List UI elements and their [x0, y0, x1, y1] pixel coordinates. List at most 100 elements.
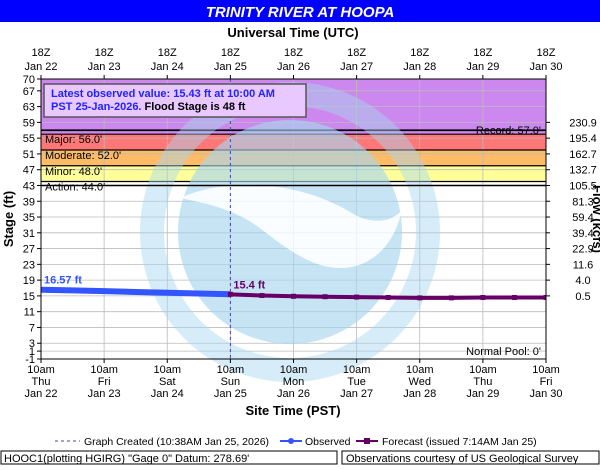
observed-point: [70, 288, 75, 293]
bottom-tick-day: Fri: [98, 376, 111, 388]
legend-graph-created: Graph Created (10:38AM Jan 25, 2026): [84, 436, 269, 448]
bottom-tick-time: 10am: [406, 364, 434, 376]
y-tick-label: 15: [23, 291, 35, 303]
footer-right-box: [341, 450, 600, 465]
footer-datum: HOOC1(plotting HGIRG) "Gage 0" Datum: 27…: [4, 453, 249, 465]
bottom-tick-day: Tue: [347, 376, 366, 388]
observed-point: [133, 290, 138, 294]
bottom-tick-time: 10am: [27, 364, 55, 376]
flow-tick-label: 81.3: [572, 196, 593, 208]
flood-label-action: Action: 44.0': [45, 182, 105, 194]
flood-label-major: Major: 56.0': [45, 134, 102, 146]
top-tick-hour: 18Z: [347, 47, 366, 59]
bottom-tick-time: 10am: [280, 364, 308, 376]
bottom-tick-time: 10am: [469, 364, 497, 376]
top-tick-hour: 18Z: [473, 47, 492, 59]
flow-tick-label: 162.7: [569, 149, 597, 161]
top-tick-hour: 18Z: [284, 47, 303, 59]
top-tick-date: Jan 26: [277, 61, 310, 73]
flood-label-moderate: Moderate: 52.0': [45, 150, 121, 162]
flow-tick-label: 0.5: [575, 291, 590, 303]
noaa-watermark: [140, 82, 440, 382]
bottom-tick-time: 10am: [532, 364, 560, 376]
bottom-tick-time: 10am: [217, 364, 245, 376]
footer-left-box: [0, 450, 338, 465]
y-tick-label: 43: [23, 180, 35, 192]
bottom-tick-date: Jan 24: [151, 388, 184, 400]
forecast-point: [354, 294, 360, 300]
top-tick-date: Jan 29: [466, 61, 499, 73]
bottom-axis-title: Site Time (PST): [245, 403, 340, 418]
bottom-tick-date: Jan 29: [466, 388, 499, 400]
bottom-tick-date: Jan 26: [277, 388, 310, 400]
y-tick-label: 59: [23, 117, 35, 129]
bottom-tick-time: 10am: [343, 364, 371, 376]
bottom-tick-date: Jan 30: [529, 388, 562, 400]
bottom-tick-date: Jan 22: [24, 388, 57, 400]
top-tick-hour: 18Z: [158, 47, 177, 59]
flow-tick-label: 11.6: [573, 259, 594, 271]
y-tick-label: 19: [23, 275, 35, 287]
flood-stage-note: Flood Stage is 48 ft: [142, 101, 246, 113]
bottom-tick-day: Thu: [32, 376, 51, 388]
latest-observed-line2: PST 25-Jan-2026. Flood Stage is 48 ft: [51, 101, 246, 113]
forecast-point: [448, 295, 454, 301]
y-tick-label: 35: [23, 212, 35, 224]
y-tick-label: 55: [23, 133, 35, 145]
bottom-tick-time: 10am: [153, 364, 181, 376]
top-tick-date: Jan 22: [24, 61, 57, 73]
y-tick-label: 1: [29, 346, 35, 358]
forecast-point: [322, 294, 328, 300]
top-tick-hour: 18Z: [537, 47, 556, 59]
forecast-point: [511, 294, 517, 300]
observed-point: [102, 289, 106, 293]
flow-tick-label: 195.4: [569, 133, 597, 145]
bottom-tick-date: Jan 25: [214, 388, 247, 400]
legend-observed: Observed: [305, 436, 351, 448]
observed-point: [197, 291, 201, 296]
top-tick-date: Jan 23: [88, 61, 121, 73]
bottom-tick-date: Jan 23: [88, 388, 121, 400]
y-tick-label: 27: [23, 244, 35, 256]
flow-tick-label: 4.0: [575, 275, 590, 287]
top-tick-date: Jan 24: [151, 61, 184, 73]
y-tick-label: 7: [29, 322, 35, 334]
flow-tick-label: 230.9: [569, 117, 597, 129]
bottom-tick-day: Wed: [409, 376, 431, 388]
y-tick-label: 31: [23, 228, 35, 240]
bottom-tick-day: Sun: [221, 376, 241, 388]
top-tick-hour: 18Z: [95, 47, 114, 59]
forecast-point: [291, 293, 296, 299]
forecast-point: [543, 294, 546, 300]
flood-label-minor: Minor: 48.0': [45, 166, 102, 178]
y-tick-label: 23: [23, 259, 35, 271]
top-tick-hour: 18Z: [32, 47, 51, 59]
bottom-tick-date: Jan 28: [403, 388, 436, 400]
y-tick-label: 63: [23, 102, 35, 114]
footer-courtesy: Observations courtesy of US Geological S…: [346, 453, 579, 465]
flow-tick-label: 105.5: [569, 180, 597, 192]
top-tick-date: Jan 28: [403, 61, 436, 73]
flow-tick-label: 39.4: [572, 228, 593, 240]
top-axis-title: Universal Time (UTC): [227, 25, 358, 40]
bottom-tick-day: Thu: [473, 376, 492, 388]
observed-point: [165, 290, 170, 295]
flow-tick-label: 132.7: [569, 165, 597, 177]
forecast-point: [385, 294, 391, 300]
top-tick-date: Jan 30: [529, 61, 562, 73]
top-tick-hour: 18Z: [221, 47, 240, 59]
y-tick-label: 47: [23, 165, 35, 177]
y-tick-label: 3: [29, 338, 35, 350]
forecast-point: [417, 295, 423, 301]
y2-axis-title: Flow (kcfs): [590, 185, 600, 253]
forecast-point: [227, 291, 233, 297]
flow-tick-label: 22.9: [572, 244, 593, 256]
top-tick-date: Jan 25: [214, 61, 247, 73]
flood-label-record: Record: 57.0': [476, 125, 541, 137]
y-axis-title: Stage (ft): [1, 191, 16, 247]
plot-area: [41, 79, 546, 359]
latest-observed-date: PST 25-Jan-2026.: [51, 101, 142, 113]
bottom-tick-day: Sat: [159, 376, 176, 388]
